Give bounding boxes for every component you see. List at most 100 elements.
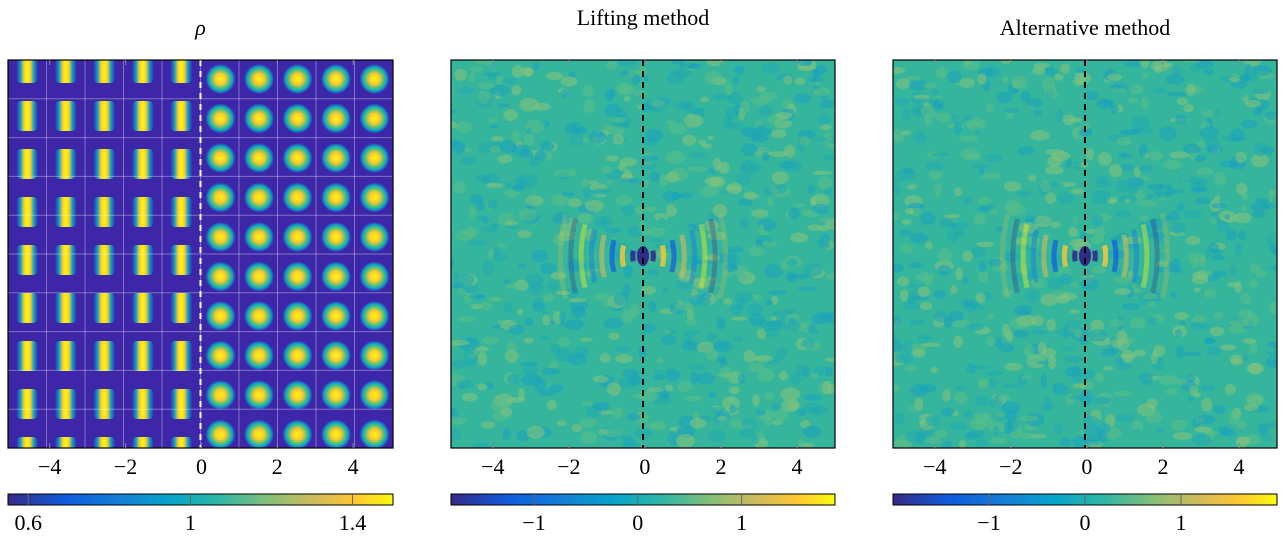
blob [16,149,39,179]
texture [813,137,828,142]
texture [525,195,544,207]
texture [1111,338,1122,349]
texture [517,308,524,316]
texture [1244,63,1252,76]
texture [1211,203,1228,209]
texture [1138,219,1154,232]
texture [995,226,1005,232]
texture [1156,427,1165,432]
texture [905,429,923,444]
blob [131,437,154,448]
texture [1110,104,1119,114]
texture [787,401,799,410]
texture [1211,248,1223,255]
texture [1189,64,1201,72]
texture [1255,198,1269,204]
blob [244,103,274,134]
texture [1152,87,1167,94]
texture [591,188,612,195]
texture [969,429,986,439]
texture [504,220,519,226]
texture [740,160,758,175]
texture [739,217,750,229]
texture [480,421,496,429]
texture [790,232,809,243]
wave [650,250,656,262]
wave [1092,250,1098,262]
texture [647,387,664,393]
texture [988,397,997,409]
texture [817,114,831,125]
texture [1077,368,1096,380]
texture [1163,159,1182,170]
texture [1245,393,1262,407]
texture [580,430,597,445]
wave [1121,234,1129,278]
texture [1178,174,1195,182]
texture [894,353,914,364]
texture [1016,190,1032,197]
texture [634,429,653,438]
blob [170,437,193,448]
texture [1114,288,1132,295]
texture [1269,265,1277,272]
texture [942,440,953,448]
texture [1214,195,1221,201]
texture [557,337,571,347]
texture [741,143,758,156]
texture [521,366,539,375]
texture [797,438,804,448]
blob [93,341,116,371]
texture [920,383,936,393]
texture [512,64,524,78]
texture [757,368,775,383]
texture [1243,94,1250,103]
texture [796,60,813,67]
texture [1006,204,1026,216]
texture [942,388,951,402]
texture [1219,344,1237,351]
colorbar-tick-label: 1 [185,510,196,535]
texture [1086,148,1095,161]
texture [1185,235,1201,246]
texture [934,310,949,323]
texture [1059,273,1072,285]
blob [16,60,39,83]
texture [537,389,556,397]
wave [1150,218,1160,294]
texture [703,220,720,232]
wave [659,244,667,268]
texture [925,161,944,173]
texture [760,91,778,101]
texture [1046,318,1056,332]
texture [653,374,666,381]
texture [934,429,948,439]
texture [546,400,557,411]
blob [321,340,351,371]
blob [282,380,313,410]
texture [540,263,557,275]
texture [954,391,968,405]
texture [791,273,810,279]
texture [451,417,468,425]
texture [1240,119,1258,129]
texture [1141,379,1152,387]
texture [1110,318,1124,328]
texture [451,181,467,194]
texture [497,103,509,108]
texture [688,166,708,172]
blob [205,380,236,410]
texture [704,176,723,187]
texture [532,297,543,308]
texture [1252,88,1270,95]
texture [1073,161,1082,171]
texture [974,412,991,419]
texture [1070,188,1085,195]
texture [1040,374,1047,388]
texture [643,205,657,213]
texture [934,183,942,198]
texture [1238,309,1254,318]
texture [819,217,833,223]
heatmap [8,60,393,448]
texture [669,426,680,432]
